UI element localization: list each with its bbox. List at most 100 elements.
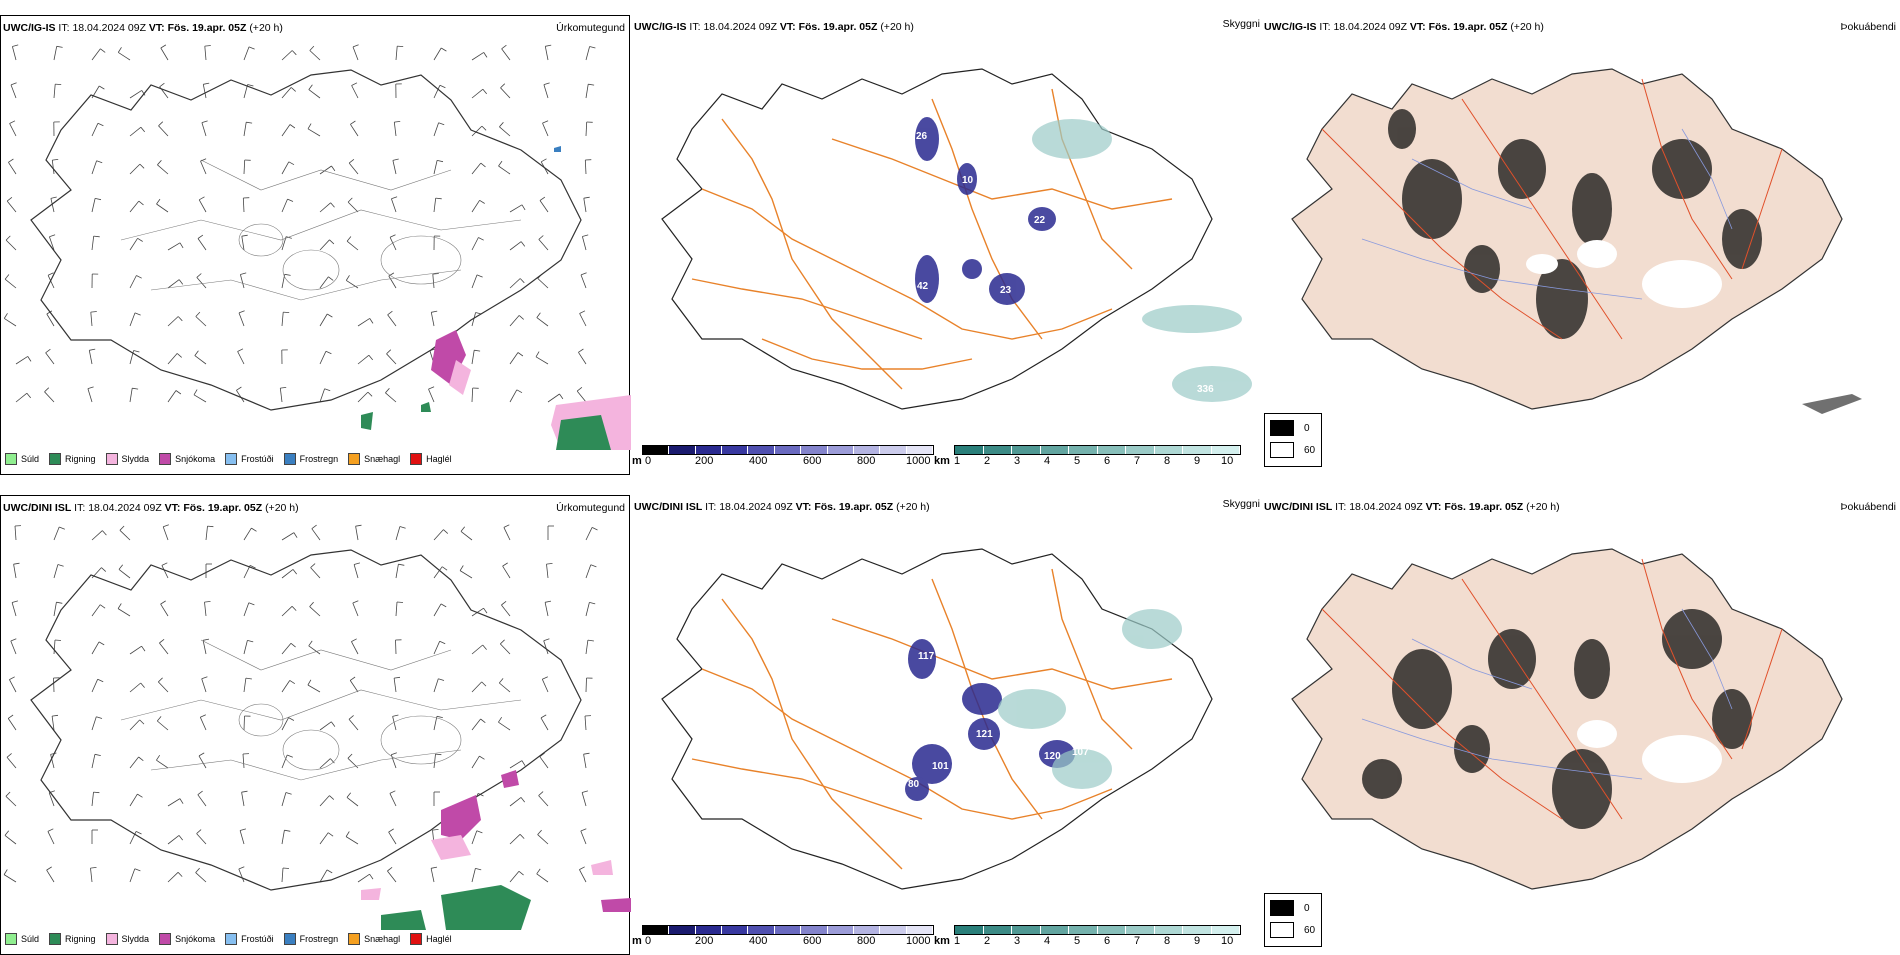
wind-barb [353, 47, 358, 60]
wind-barb [12, 47, 16, 61]
wind-barb-flag [581, 273, 587, 275]
legend-swatch [348, 453, 360, 465]
wind-barb-flag [289, 162, 294, 165]
precip-type-panel-bottom: UWC/DINI ISL IT: 18.04.2024 09Z VT: Fös.… [0, 495, 630, 955]
wind-barb [394, 122, 396, 136]
wind-barb [282, 793, 286, 807]
wind-barb-flag [394, 121, 400, 122]
svg-text:80: 80 [908, 779, 920, 790]
wind-barb-flag [9, 677, 14, 680]
wind-barb-flag [500, 640, 504, 644]
wind-barb [8, 718, 16, 730]
wind-barb-flag [52, 715, 58, 716]
wind-barb [282, 125, 290, 137]
wind-barb [244, 528, 251, 540]
wind-barb [461, 531, 472, 540]
wind-barb-flag [579, 867, 584, 870]
wind-barb [537, 318, 548, 326]
wind-barb-flag [537, 869, 541, 874]
wind-barb-flag [330, 240, 334, 244]
wind-barb [130, 646, 142, 654]
wind-barb-flag [389, 829, 394, 832]
wind-barb [244, 640, 247, 654]
wind-barb-flag [352, 83, 357, 86]
wind-barb-flag [49, 235, 55, 237]
iceland-map: 26 10 22 42 23 336 [632, 39, 1262, 449]
wind-barb [168, 799, 180, 806]
wind-barb [346, 837, 358, 844]
legend-swatch [49, 933, 61, 945]
visibility-panel-bottom: UWC/DINI ISL IT: 18.04.2024 09Z VT: Fös.… [632, 495, 1262, 955]
wind-barb-flag [481, 163, 486, 167]
wind-barb-flag [312, 525, 317, 529]
wind-barb-flag [163, 525, 169, 527]
wind-barb [282, 606, 292, 616]
wind-barb [434, 160, 437, 174]
wind-barb-flag [477, 275, 483, 277]
wind-barb-flag [398, 564, 404, 565]
wind-barb [510, 797, 521, 806]
wind-barb-flag [310, 602, 314, 606]
wind-barb-flag [332, 166, 335, 171]
legend-item: Súld [5, 453, 39, 465]
wind-barb-flag [480, 200, 485, 203]
wind-barb [510, 353, 518, 365]
wind-barb-flag [200, 715, 206, 717]
wind-barb [434, 48, 441, 60]
wind-barb-flag [179, 280, 183, 285]
wind-barb [580, 314, 586, 327]
wind-barb [393, 160, 396, 174]
wind-barb-flag [160, 83, 165, 87]
wind-barb [280, 388, 282, 402]
wind-barb-flag [59, 527, 65, 529]
wind-barb [168, 391, 176, 403]
wind-barb [168, 317, 178, 327]
wind-barb-flag [541, 715, 546, 718]
wind-barb [48, 275, 54, 288]
wind-barb [7, 757, 16, 768]
wind-barb [472, 89, 483, 98]
wind-barb-flag [580, 311, 585, 314]
wind-barb [312, 529, 320, 540]
wind-barb [130, 90, 142, 98]
wind-barb-flag [501, 84, 505, 88]
wind-barb-flag [290, 125, 295, 129]
wind-barb-flag [502, 45, 507, 49]
wind-barb-flag [98, 123, 104, 126]
wind-barb [585, 716, 586, 730]
wind-barb-flag [356, 525, 362, 526]
wind-barb [197, 834, 206, 844]
wind-barb [130, 164, 140, 174]
wind-barb-flag [292, 51, 296, 55]
wind-barb [308, 685, 320, 692]
wind-barb [541, 718, 548, 730]
wind-barb-flag [309, 85, 313, 90]
wind-barb-flag [330, 759, 334, 764]
wind-barb-flag [28, 356, 31, 361]
wind-barb-flag [369, 355, 373, 360]
wind-barb [159, 126, 169, 136]
wind-barb-flag [370, 874, 373, 879]
wind-barb [130, 276, 136, 289]
wind-barb [320, 796, 329, 806]
wind-barb [92, 717, 96, 730]
wind-barb [54, 678, 55, 692]
wind-barb [396, 46, 397, 60]
wind-barb [46, 353, 54, 364]
iceland-map [1262, 39, 1892, 429]
wind-barb-flag [584, 753, 590, 754]
wind-barb [431, 868, 434, 882]
legend-item: Rigning [49, 933, 96, 945]
wind-barb [385, 393, 396, 402]
wind-barb-flag [499, 678, 503, 683]
wind-barb-flag [7, 753, 12, 757]
wind-barb [538, 279, 548, 289]
wind-barb-flag [100, 605, 105, 609]
wind-barb [510, 390, 517, 402]
legend-swatch [5, 933, 17, 945]
wind-barb-flag [7, 197, 12, 201]
wind-barb-flag [208, 526, 214, 527]
wind-barb-flag [195, 351, 199, 356]
wind-barb-flag [98, 679, 104, 682]
wind-barb-flag [283, 868, 289, 869]
